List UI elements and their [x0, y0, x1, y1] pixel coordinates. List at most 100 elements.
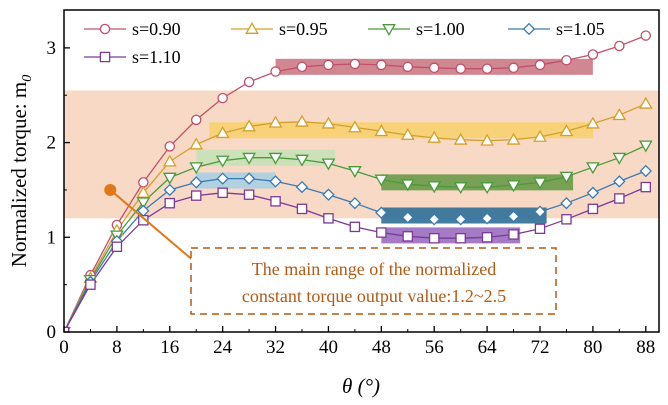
data-point-s090-14: [428, 62, 440, 74]
x-tick-label-72: 72: [531, 337, 550, 358]
data-point-s110-13: [402, 231, 414, 242]
x-tick-label-56: 56: [425, 337, 444, 358]
x-axis-title: θ (°): [342, 374, 380, 398]
data-point-s105-19: [560, 196, 573, 210]
legend-marker-s090: [99, 23, 111, 35]
data-point-s100-22: [638, 140, 653, 153]
legend-label-s100: s=1.00: [416, 19, 465, 39]
data-point-s105-16: [480, 212, 494, 225]
data-point-s100-6: [215, 155, 230, 168]
data-point-s090-13: [402, 61, 414, 73]
data-point-s090-5: [190, 114, 202, 126]
data-point-s110-5: [190, 190, 202, 201]
data-point-s110-11: [349, 221, 361, 233]
data-point-s100-16: [480, 182, 494, 195]
data-point-s095-8: [268, 115, 283, 128]
data-point-s090-10: [323, 59, 334, 71]
x-tick-label-88: 88: [636, 337, 655, 358]
data-point-s105-12: [375, 206, 388, 219]
data-point-s110-6: [217, 187, 228, 199]
x-tick-label-40: 40: [319, 337, 338, 358]
data-point-s095-22: [638, 96, 653, 109]
annotation-pointer-dot: [104, 183, 117, 196]
data-point-s095-4: [162, 154, 177, 167]
y-tick-label-1: 1: [47, 227, 57, 248]
data-point-s110-10: [323, 213, 334, 224]
data-point-s110-7: [243, 189, 255, 200]
range-annotation: The main range of the normalized constan…: [104, 183, 557, 315]
legend-marker-s095: [245, 21, 259, 34]
y-tick-label-0: 0: [47, 322, 57, 343]
data-point-s090-17: [508, 62, 519, 74]
x-tick-label-32: 32: [266, 337, 285, 358]
legend-label-s110: s=1.10: [132, 47, 181, 67]
data-point-s095-5: [189, 137, 204, 150]
plot-frame: [63, 9, 660, 333]
data-point-s105-5: [190, 176, 203, 189]
data-point-s100-3: [136, 197, 151, 210]
data-point-s095-10: [321, 116, 336, 129]
data-point-s090-11: [349, 58, 361, 70]
data-point-s110-1: [85, 279, 96, 290]
data-point-s090-12: [376, 59, 387, 71]
data-point-s090-9: [296, 61, 308, 73]
x-tick-label-16: 16: [160, 337, 179, 358]
data-point-s090-19: [561, 54, 572, 66]
highlight-bar-s095-1: [209, 122, 593, 139]
data-point-s100-7: [242, 152, 256, 165]
x-tick-label-24: 24: [213, 337, 233, 358]
data-point-s095-9: [295, 114, 309, 127]
data-point-s100-13: [400, 179, 415, 192]
annotation-box: [190, 247, 557, 315]
data-point-s105-8: [269, 175, 282, 188]
data-point-s100-14: [427, 181, 442, 194]
data-point-s105-20: [586, 186, 600, 199]
data-point-s100-4: [162, 172, 177, 185]
legend: s=0.90 s=0.95 s=1.00 s=1.05 s=1.10: [84, 19, 605, 67]
data-point-s090-16: [481, 63, 493, 74]
data-point-s105-10: [322, 188, 335, 201]
data-point-s110-17: [508, 229, 519, 240]
annotation-text-line2: constant torque output value:1.2~2.5: [242, 286, 506, 306]
data-point-s095-18: [533, 129, 547, 142]
data-point-s105-21: [613, 175, 626, 188]
data-point-s095-7: [242, 119, 256, 132]
data-point-s090-18: [534, 59, 546, 71]
legend-label-s095: s=0.95: [279, 19, 328, 39]
x-tick-label-64: 64: [478, 337, 498, 358]
annotation-text-line1: The main range of the normalized: [252, 259, 496, 279]
legend-marker-s105: [522, 22, 536, 36]
data-point-s110-20: [587, 203, 599, 215]
data-point-s090-3: [138, 177, 149, 188]
legend-marker-s110: [99, 51, 111, 63]
data-point-s100-20: [586, 162, 600, 175]
data-point-s090-8: [270, 66, 281, 77]
data-point-s105-9: [295, 180, 309, 194]
x-tick-label-80: 80: [583, 337, 602, 358]
data-point-s095-14: [427, 130, 442, 143]
data-point-s100-15: [453, 182, 468, 195]
data-point-s110-18: [534, 223, 546, 235]
data-point-s090-22: [640, 30, 652, 41]
data-point-s105-11: [348, 196, 362, 210]
data-point-s110-14: [428, 232, 440, 244]
y-axis-title: Normalized torque: m0: [7, 75, 35, 267]
y-tick-label-3: 3: [47, 38, 57, 59]
x-tick-label-0: 0: [59, 337, 69, 358]
data-point-s110-19: [561, 214, 572, 225]
data-point-s105-6: [216, 172, 229, 185]
x-tick-label-8: 8: [112, 337, 122, 358]
data-point-s105-13: [401, 211, 414, 224]
legend-label-s105: s=1.05: [556, 19, 605, 39]
highlight-bar-s105-4: [196, 172, 276, 189]
legend-label-s090: s=0.90: [132, 19, 181, 39]
annotation-leader-line: [109, 189, 196, 263]
data-point-s100-21: [612, 152, 627, 165]
data-point-s105-15: [454, 213, 467, 226]
data-point-s105-14: [428, 213, 441, 226]
data-point-s110-16: [481, 232, 493, 243]
data-point-s095-16: [480, 133, 494, 146]
data-point-s110-22: [640, 181, 652, 193]
data-point-s100-9: [295, 154, 309, 167]
